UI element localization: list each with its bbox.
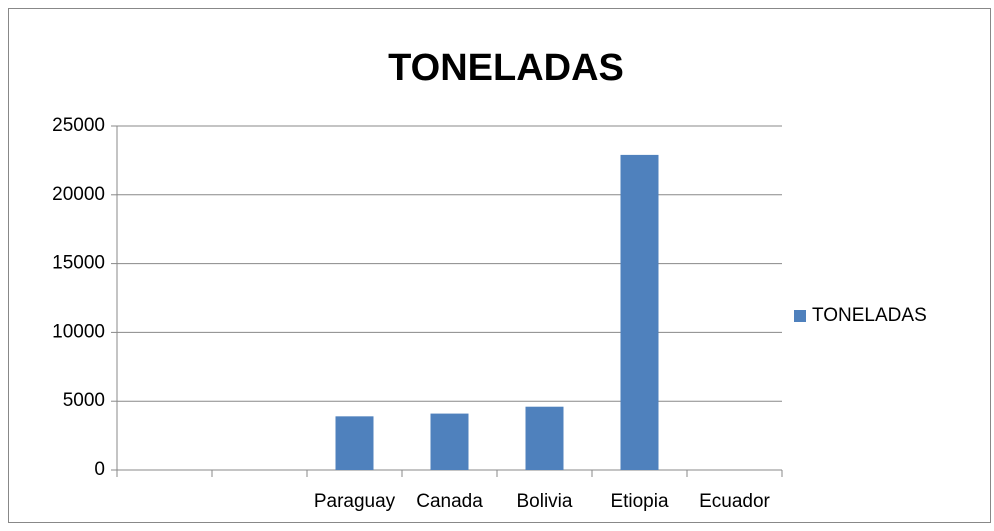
y-tick-label: 10000: [52, 321, 105, 342]
bar: [430, 413, 469, 470]
x-tick-label: Etiopia: [610, 491, 669, 512]
bar: [620, 154, 659, 470]
y-tick-label: 20000: [52, 184, 105, 205]
bar: [335, 416, 374, 470]
y-tick-label: 25000: [52, 115, 105, 136]
bar: [525, 406, 564, 470]
chart-title: TONELADAS: [388, 47, 624, 89]
x-tick-label: Bolivia: [517, 491, 573, 512]
y-tick-label: 15000: [52, 253, 105, 274]
y-tick-label: 0: [94, 459, 105, 480]
x-tick-label: Ecuador: [699, 491, 770, 512]
chart-border: [8, 8, 991, 523]
y-tick-label: 5000: [63, 390, 105, 411]
legend-swatch: [794, 310, 806, 322]
x-tick-label: Paraguay: [314, 491, 396, 512]
legend-label: TONELADAS: [812, 305, 927, 326]
x-tick-label: Canada: [416, 491, 483, 512]
